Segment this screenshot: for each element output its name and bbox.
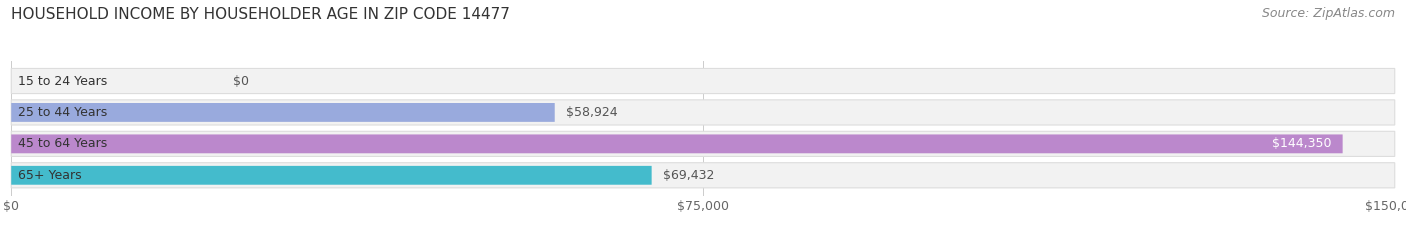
Text: 45 to 64 Years: 45 to 64 Years [18, 137, 107, 150]
FancyBboxPatch shape [11, 131, 1395, 156]
Text: Source: ZipAtlas.com: Source: ZipAtlas.com [1261, 7, 1395, 20]
FancyBboxPatch shape [11, 166, 651, 185]
Text: $144,350: $144,350 [1272, 137, 1331, 150]
Text: 25 to 44 Years: 25 to 44 Years [18, 106, 107, 119]
Text: $69,432: $69,432 [662, 169, 714, 182]
FancyBboxPatch shape [11, 100, 1395, 125]
FancyBboxPatch shape [11, 134, 1343, 153]
FancyBboxPatch shape [11, 103, 555, 122]
Text: $58,924: $58,924 [565, 106, 617, 119]
Text: 65+ Years: 65+ Years [18, 169, 82, 182]
Text: $0: $0 [232, 75, 249, 88]
Text: 15 to 24 Years: 15 to 24 Years [18, 75, 107, 88]
FancyBboxPatch shape [11, 69, 1395, 94]
Text: HOUSEHOLD INCOME BY HOUSEHOLDER AGE IN ZIP CODE 14477: HOUSEHOLD INCOME BY HOUSEHOLDER AGE IN Z… [11, 7, 510, 22]
FancyBboxPatch shape [11, 163, 1395, 188]
